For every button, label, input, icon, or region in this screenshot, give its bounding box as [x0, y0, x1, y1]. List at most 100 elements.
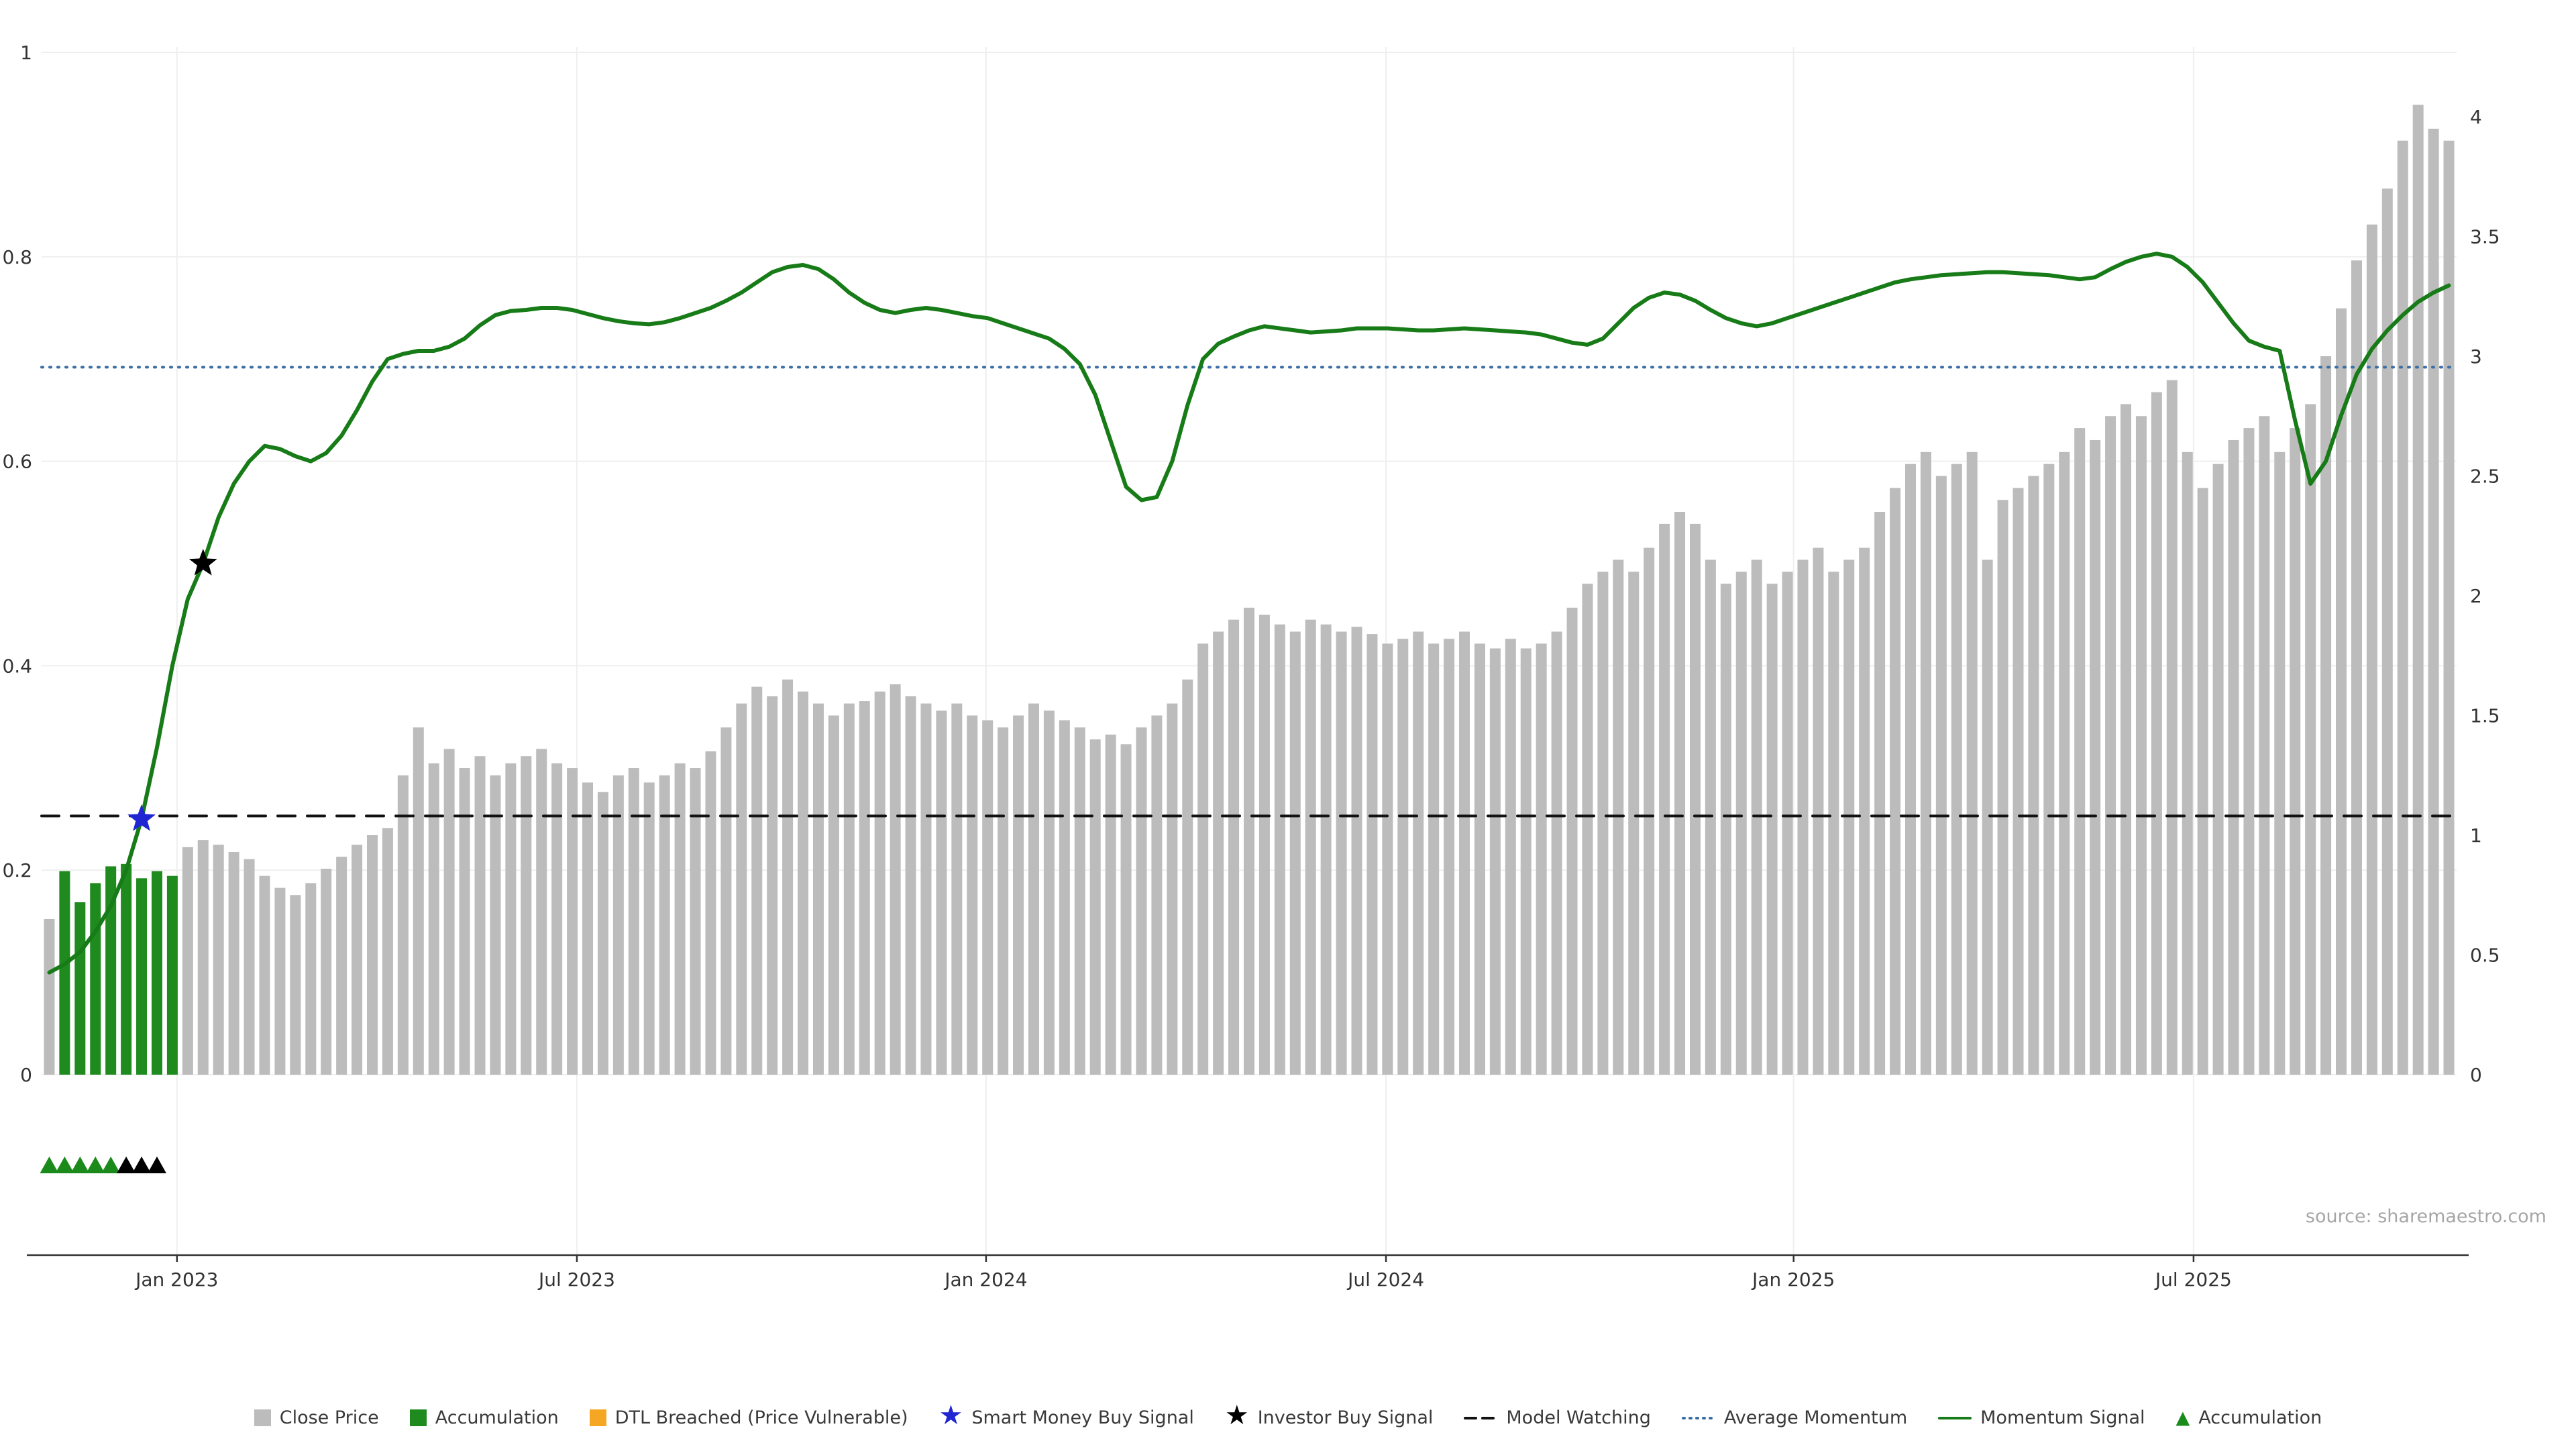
legend-item-smart-money-buy-signal[interactable]: ★ Smart Money Buy Signal — [938, 1400, 1194, 1431]
close-price-bar — [459, 768, 470, 1075]
close-price-bar — [274, 888, 286, 1075]
close-price-bar — [1182, 679, 1193, 1075]
close-price-bar — [2412, 105, 2424, 1075]
smart-money-buy-signal-swatch-icon: ★ — [938, 1400, 963, 1431]
accumulation-triangle-icon — [101, 1157, 121, 1173]
close-price-bar — [1797, 559, 1809, 1075]
close-price-bar — [736, 703, 747, 1075]
close-price-bar — [1997, 500, 2008, 1075]
close-price-bar — [1859, 547, 1870, 1075]
close-price-bar — [1105, 735, 1116, 1075]
legend-item-model-watching[interactable]: Model Watching — [1464, 1407, 1651, 1428]
close-price-bar — [597, 792, 608, 1075]
close-price-bar — [2336, 308, 2347, 1075]
close-price-bar — [628, 768, 639, 1075]
momentum-signal-line — [47, 252, 2451, 975]
close-price-bar — [2274, 451, 2286, 1075]
close-price-bar — [2043, 464, 2055, 1075]
close-price-bar — [305, 883, 317, 1075]
y-right-tick-label: 4 — [2470, 106, 2482, 128]
close-price-bar — [1274, 624, 1285, 1075]
close-price-bar — [1136, 727, 1147, 1075]
legend-label: Investor Buy Signal — [1257, 1407, 1434, 1428]
close-price-bar — [2090, 439, 2101, 1075]
y-right-tick-label: 1.5 — [2470, 705, 2500, 727]
x-tick-label: Jul 2024 — [1346, 1269, 1424, 1291]
close-price-bar — [1428, 643, 1440, 1075]
legend-item-momentum-signal[interactable]: Momentum Signal — [1938, 1407, 2145, 1428]
close-price-bar — [751, 686, 763, 1075]
accumulation-triangle-icon — [86, 1157, 105, 1173]
accumulation-bar — [59, 871, 70, 1075]
x-tick-label: Jan 2023 — [134, 1269, 218, 1291]
accumulation-bar — [121, 863, 132, 1075]
close-price-bar — [798, 691, 809, 1075]
close-price-bar — [890, 684, 901, 1075]
accumulation-bar — [136, 878, 148, 1075]
close-price-bar — [1305, 619, 1316, 1075]
close-price-bar — [2351, 260, 2362, 1075]
close-price-bar — [1982, 559, 1993, 1075]
close-price-bar — [567, 768, 578, 1075]
legend-item-accumulation[interactable]: Accumulation — [409, 1407, 559, 1428]
close-price-bar — [259, 875, 270, 1075]
y-right-tick-label: 0.5 — [2470, 945, 2500, 967]
close-price-bar — [336, 857, 347, 1075]
close-price-bar — [2228, 439, 2239, 1075]
legend-item-average-momentum[interactable]: Average Momentum — [1681, 1407, 1907, 1428]
close-price-bar — [1659, 523, 1670, 1075]
close-price-bar — [2166, 380, 2178, 1075]
close-price-bar — [2290, 428, 2301, 1075]
smart-money-buy-signal-marker — [127, 804, 156, 831]
close-price-bar — [1828, 572, 1839, 1075]
legend-item-investor-buy-signal[interactable]: ★ Investor Buy Signal — [1225, 1402, 1434, 1429]
close-price-bar — [2197, 488, 2208, 1075]
close-price-bar — [2381, 189, 2393, 1075]
close-price-bar — [1674, 512, 1686, 1075]
close-price-bar — [874, 691, 885, 1075]
legend-label: Smart Money Buy Signal — [971, 1407, 1194, 1428]
close-price-bar — [1689, 523, 1701, 1075]
legend-label: Close Price — [279, 1407, 379, 1428]
close-price-bar — [1551, 631, 1562, 1075]
close-price-bar — [612, 775, 624, 1075]
y-axis-left: 0 0.2 0.4 0.6 0.8 1 — [2, 42, 32, 1086]
close-price-bar — [1089, 739, 1101, 1075]
close-price-bar — [582, 782, 594, 1075]
close-price-bar — [951, 703, 963, 1075]
y-right-tick-label: 2 — [2470, 585, 2482, 607]
close-price-bar — [2305, 404, 2316, 1075]
close-price-bar — [551, 763, 563, 1075]
close-price-bar — [1597, 572, 1609, 1075]
close-price-bar — [1336, 631, 1347, 1075]
close-price-bar — [2320, 356, 2332, 1075]
y-right-tick-label: 0 — [2470, 1064, 2482, 1086]
close-price-bar — [1459, 631, 1470, 1075]
close-price-bar — [1920, 451, 1931, 1075]
source-text: source: sharemaestro.com — [2305, 1206, 2546, 1227]
close-price-bar — [352, 845, 363, 1075]
y-left-tick-label: 0.6 — [2, 451, 32, 473]
legend-item-accumulation[interactable]: ▲ Accumulation — [2176, 1407, 2322, 1428]
y-left-tick-label: 0.2 — [2, 859, 32, 881]
close-price-bar — [2443, 140, 2455, 1075]
close-price-bar — [2182, 451, 2193, 1075]
close-price-bar — [1489, 648, 1501, 1075]
y-left-tick-label: 1 — [20, 42, 32, 64]
close-price-bar — [690, 768, 701, 1075]
close-price-bar — [244, 859, 255, 1075]
close-price-bar — [1059, 720, 1070, 1075]
x-tick-label: Jul 2025 — [2154, 1269, 2232, 1291]
close-price-bar — [1520, 648, 1532, 1075]
legend-item-close-price[interactable]: Close Price — [254, 1407, 379, 1428]
close-price-bar — [2397, 140, 2408, 1075]
close-price-bar — [1013, 715, 1024, 1075]
close-price-bar — [843, 703, 855, 1075]
legend-item-dtl-breached-price-vulnerable[interactable]: DTL Breached (Price Vulnerable) — [589, 1407, 908, 1428]
close-price-bars — [44, 105, 2455, 1075]
close-price-bar — [1043, 710, 1055, 1075]
legend-label: Momentum Signal — [1980, 1407, 2145, 1428]
close-price-bar — [1444, 639, 1455, 1075]
accumulation-swatch-icon: ▲ — [2176, 1407, 2190, 1428]
